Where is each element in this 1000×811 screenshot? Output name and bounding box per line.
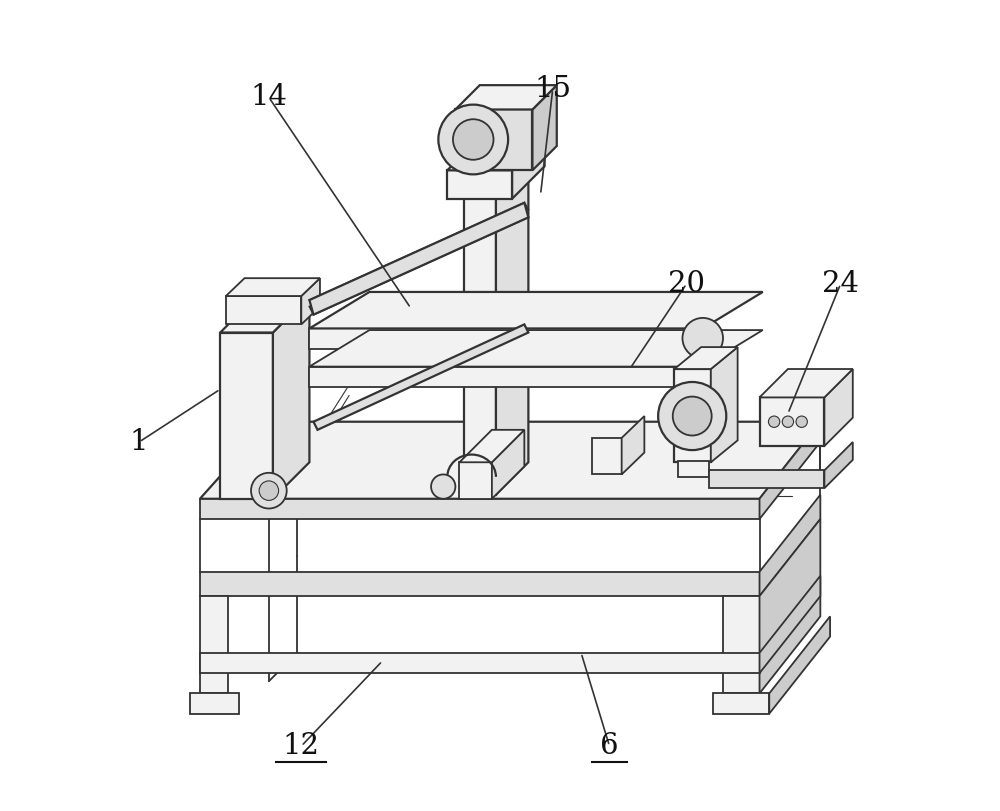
Text: 20: 20 xyxy=(668,270,705,298)
Polygon shape xyxy=(313,324,528,430)
Text: 15: 15 xyxy=(534,75,571,103)
Polygon shape xyxy=(447,170,512,199)
Polygon shape xyxy=(190,693,239,714)
Polygon shape xyxy=(492,430,524,499)
Polygon shape xyxy=(760,369,853,397)
Circle shape xyxy=(431,474,455,499)
Polygon shape xyxy=(309,292,763,328)
Polygon shape xyxy=(723,596,760,693)
Circle shape xyxy=(453,119,494,160)
Polygon shape xyxy=(309,328,703,349)
Text: 14: 14 xyxy=(250,84,287,111)
Polygon shape xyxy=(824,369,853,446)
Polygon shape xyxy=(459,462,492,499)
Polygon shape xyxy=(709,470,824,488)
Polygon shape xyxy=(220,333,273,499)
Polygon shape xyxy=(301,278,320,324)
Polygon shape xyxy=(309,209,528,315)
Polygon shape xyxy=(678,461,709,477)
Polygon shape xyxy=(760,519,820,693)
Text: 1: 1 xyxy=(130,428,148,456)
Polygon shape xyxy=(220,296,309,333)
Polygon shape xyxy=(200,596,228,693)
Circle shape xyxy=(796,416,807,427)
Polygon shape xyxy=(309,330,763,367)
Circle shape xyxy=(658,382,726,450)
Polygon shape xyxy=(512,138,545,199)
Polygon shape xyxy=(760,422,820,519)
Polygon shape xyxy=(713,693,769,714)
Circle shape xyxy=(673,397,712,436)
Text: 24: 24 xyxy=(822,270,859,298)
Polygon shape xyxy=(464,195,496,495)
Polygon shape xyxy=(200,653,760,673)
Polygon shape xyxy=(674,347,738,369)
Polygon shape xyxy=(674,369,711,462)
Polygon shape xyxy=(455,109,532,170)
Polygon shape xyxy=(309,367,703,387)
Circle shape xyxy=(251,473,287,508)
Polygon shape xyxy=(226,278,320,296)
Polygon shape xyxy=(459,430,524,462)
Circle shape xyxy=(768,416,780,427)
Polygon shape xyxy=(200,422,820,499)
Polygon shape xyxy=(760,495,820,596)
Circle shape xyxy=(259,481,279,500)
Polygon shape xyxy=(447,138,545,170)
Polygon shape xyxy=(760,576,820,673)
Polygon shape xyxy=(455,85,557,109)
Text: 6: 6 xyxy=(600,732,619,760)
Polygon shape xyxy=(200,572,760,596)
Polygon shape xyxy=(760,397,824,446)
Polygon shape xyxy=(824,442,853,488)
Polygon shape xyxy=(532,85,557,170)
Polygon shape xyxy=(622,416,644,474)
Polygon shape xyxy=(200,499,760,519)
Polygon shape xyxy=(309,203,528,307)
Text: 12: 12 xyxy=(283,732,320,760)
Polygon shape xyxy=(769,616,830,714)
Polygon shape xyxy=(711,347,738,462)
Circle shape xyxy=(682,318,723,358)
Polygon shape xyxy=(496,162,528,495)
Polygon shape xyxy=(226,296,301,324)
Circle shape xyxy=(438,105,508,174)
Polygon shape xyxy=(273,296,309,499)
Circle shape xyxy=(782,416,794,427)
Polygon shape xyxy=(309,203,528,315)
Polygon shape xyxy=(592,438,622,474)
